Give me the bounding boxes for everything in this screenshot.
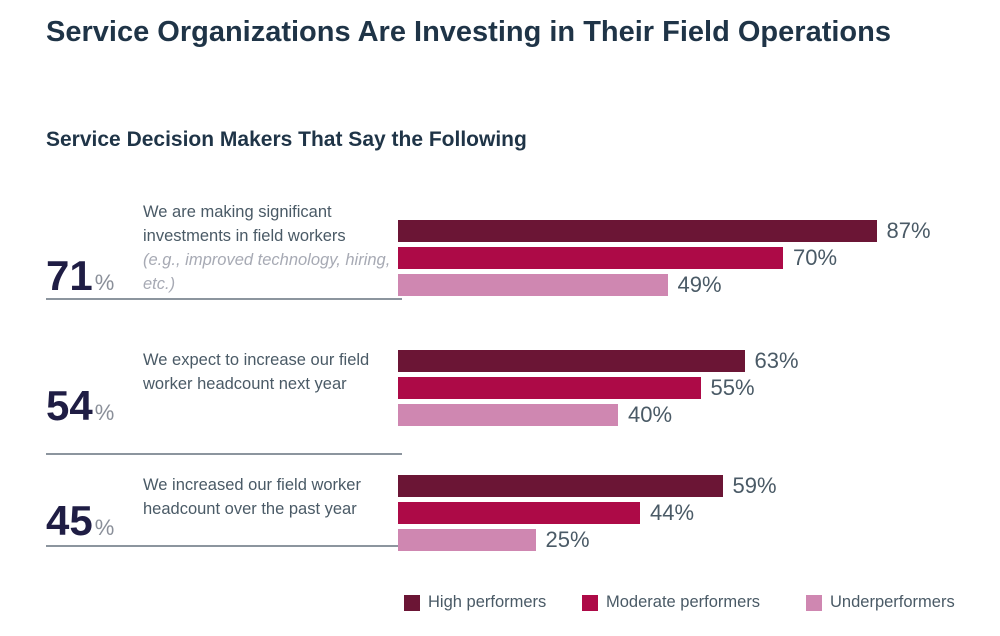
overall-percentage: 45% — [46, 497, 114, 545]
legend-swatch — [404, 594, 420, 611]
bar — [398, 274, 668, 296]
legend-swatch — [806, 594, 822, 611]
bar — [398, 247, 783, 269]
data-label: 44% — [650, 500, 695, 525]
data-label: 63% — [754, 348, 799, 373]
bar — [398, 529, 536, 551]
category-group: 71% We are making significant investments… — [0, 200, 1000, 340]
overall-percentage-unit: % — [94, 515, 115, 540]
data-label: 55% — [710, 375, 755, 400]
category-label-text: We are making significant investments in… — [143, 203, 346, 245]
legend-swatch — [582, 594, 598, 611]
legend-label: Moderate performers — [606, 593, 761, 611]
category-label: We increased our field worker headcount … — [143, 473, 393, 521]
legend-item: High performers — [404, 593, 546, 612]
legend-item: Underperformers — [806, 593, 955, 612]
legend-label: High performers — [428, 593, 547, 611]
category-label-note: (e.g., improved technology, hiring, etc.… — [143, 251, 391, 293]
bar — [398, 350, 745, 372]
overall-percentage-value: 45 — [46, 497, 93, 544]
overall-percentage-unit: % — [94, 270, 115, 295]
legend-label: Underperformers — [830, 593, 955, 611]
data-label: 49% — [677, 272, 722, 297]
category-divider — [46, 545, 402, 547]
overall-percentage-unit: % — [94, 400, 115, 425]
category-label-text: We expect to increase our field worker h… — [143, 351, 370, 393]
overall-percentage: 54% — [46, 382, 114, 430]
bar — [398, 404, 618, 426]
overall-percentage-value: 54 — [46, 382, 93, 429]
data-label: 25% — [545, 527, 590, 552]
overall-percentage: 71% — [46, 252, 114, 300]
category-divider — [46, 453, 402, 455]
legend-item: Moderate performers — [582, 593, 760, 612]
category-label: We are making significant investments in… — [143, 200, 393, 296]
bar — [398, 220, 877, 242]
bar — [398, 475, 723, 497]
data-label: 40% — [628, 402, 673, 427]
bar — [398, 502, 640, 524]
chart-subtitle: Service Decision Makers That Say the Fol… — [46, 128, 527, 151]
category-label: We expect to increase our field worker h… — [143, 348, 393, 396]
category-divider — [46, 298, 402, 300]
bar — [398, 377, 701, 399]
data-label: 87% — [886, 218, 931, 243]
overall-percentage-value: 71 — [46, 252, 93, 299]
data-label: 70% — [793, 245, 838, 270]
category-label-text: We increased our field worker headcount … — [143, 476, 361, 518]
category-group: 54% We expect to increase our field worke… — [0, 330, 1000, 470]
category-group: 45% We increased our field worker headcou… — [0, 455, 1000, 595]
data-label: 59% — [732, 473, 777, 498]
chart-title: Service Organizations Are Investing in T… — [46, 16, 891, 48]
